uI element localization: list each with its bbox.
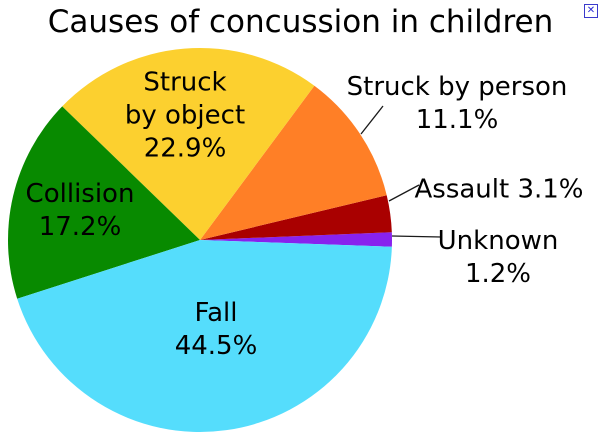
slice-label-line: Fall: [194, 298, 238, 328]
slice-label-line: 22.9%: [143, 133, 227, 164]
slice-label-line: Struck by person: [346, 72, 568, 102]
slice-label-line: Unknown: [437, 226, 559, 256]
slice-label-line: 11.1%: [415, 105, 499, 135]
slice-label-line: by object: [124, 100, 246, 131]
leader-line-assault: [388, 184, 420, 202]
chart-title: Causes of concussion in children: [47, 4, 554, 40]
slice-label-struck-by-object: Struck by object 22.9%: [125, 67, 245, 166]
slice-label-line: Struck: [143, 67, 227, 98]
slice-label-line: Assault 3.1%: [414, 174, 584, 205]
slice-label-unknown: Unknown 1.2%: [438, 225, 559, 291]
slice-label-assault: Assault 3.1%: [414, 174, 583, 207]
slice-label-line: 1.2%: [464, 259, 532, 289]
pie-slice-struck-by-object: [62, 48, 315, 241]
slice-label-line: Collision: [25, 179, 135, 209]
pie-slice-assault: [200, 195, 392, 240]
slice-label-collision: Collision 17.2%: [26, 178, 135, 244]
pie-slice-unknown: [200, 232, 392, 247]
slice-label-fall: Fall 44.5%: [175, 297, 258, 363]
leader-line-struck-by-person: [360, 105, 384, 135]
leader-line-unknown: [391, 235, 442, 238]
broken-image-icon: ✕: [584, 4, 598, 18]
slice-label-line: 17.2%: [38, 212, 122, 242]
pie-slice-collision: [8, 106, 201, 299]
slice-label-line: 44.5%: [174, 331, 258, 361]
slice-label-struck-by-person: Struck by person 11.1%: [347, 71, 568, 137]
pie-slice-fall: [17, 240, 392, 432]
pie-slice-struck-by-person: [200, 85, 387, 240]
broken-image-x-glyph: ✕: [586, 5, 596, 16]
